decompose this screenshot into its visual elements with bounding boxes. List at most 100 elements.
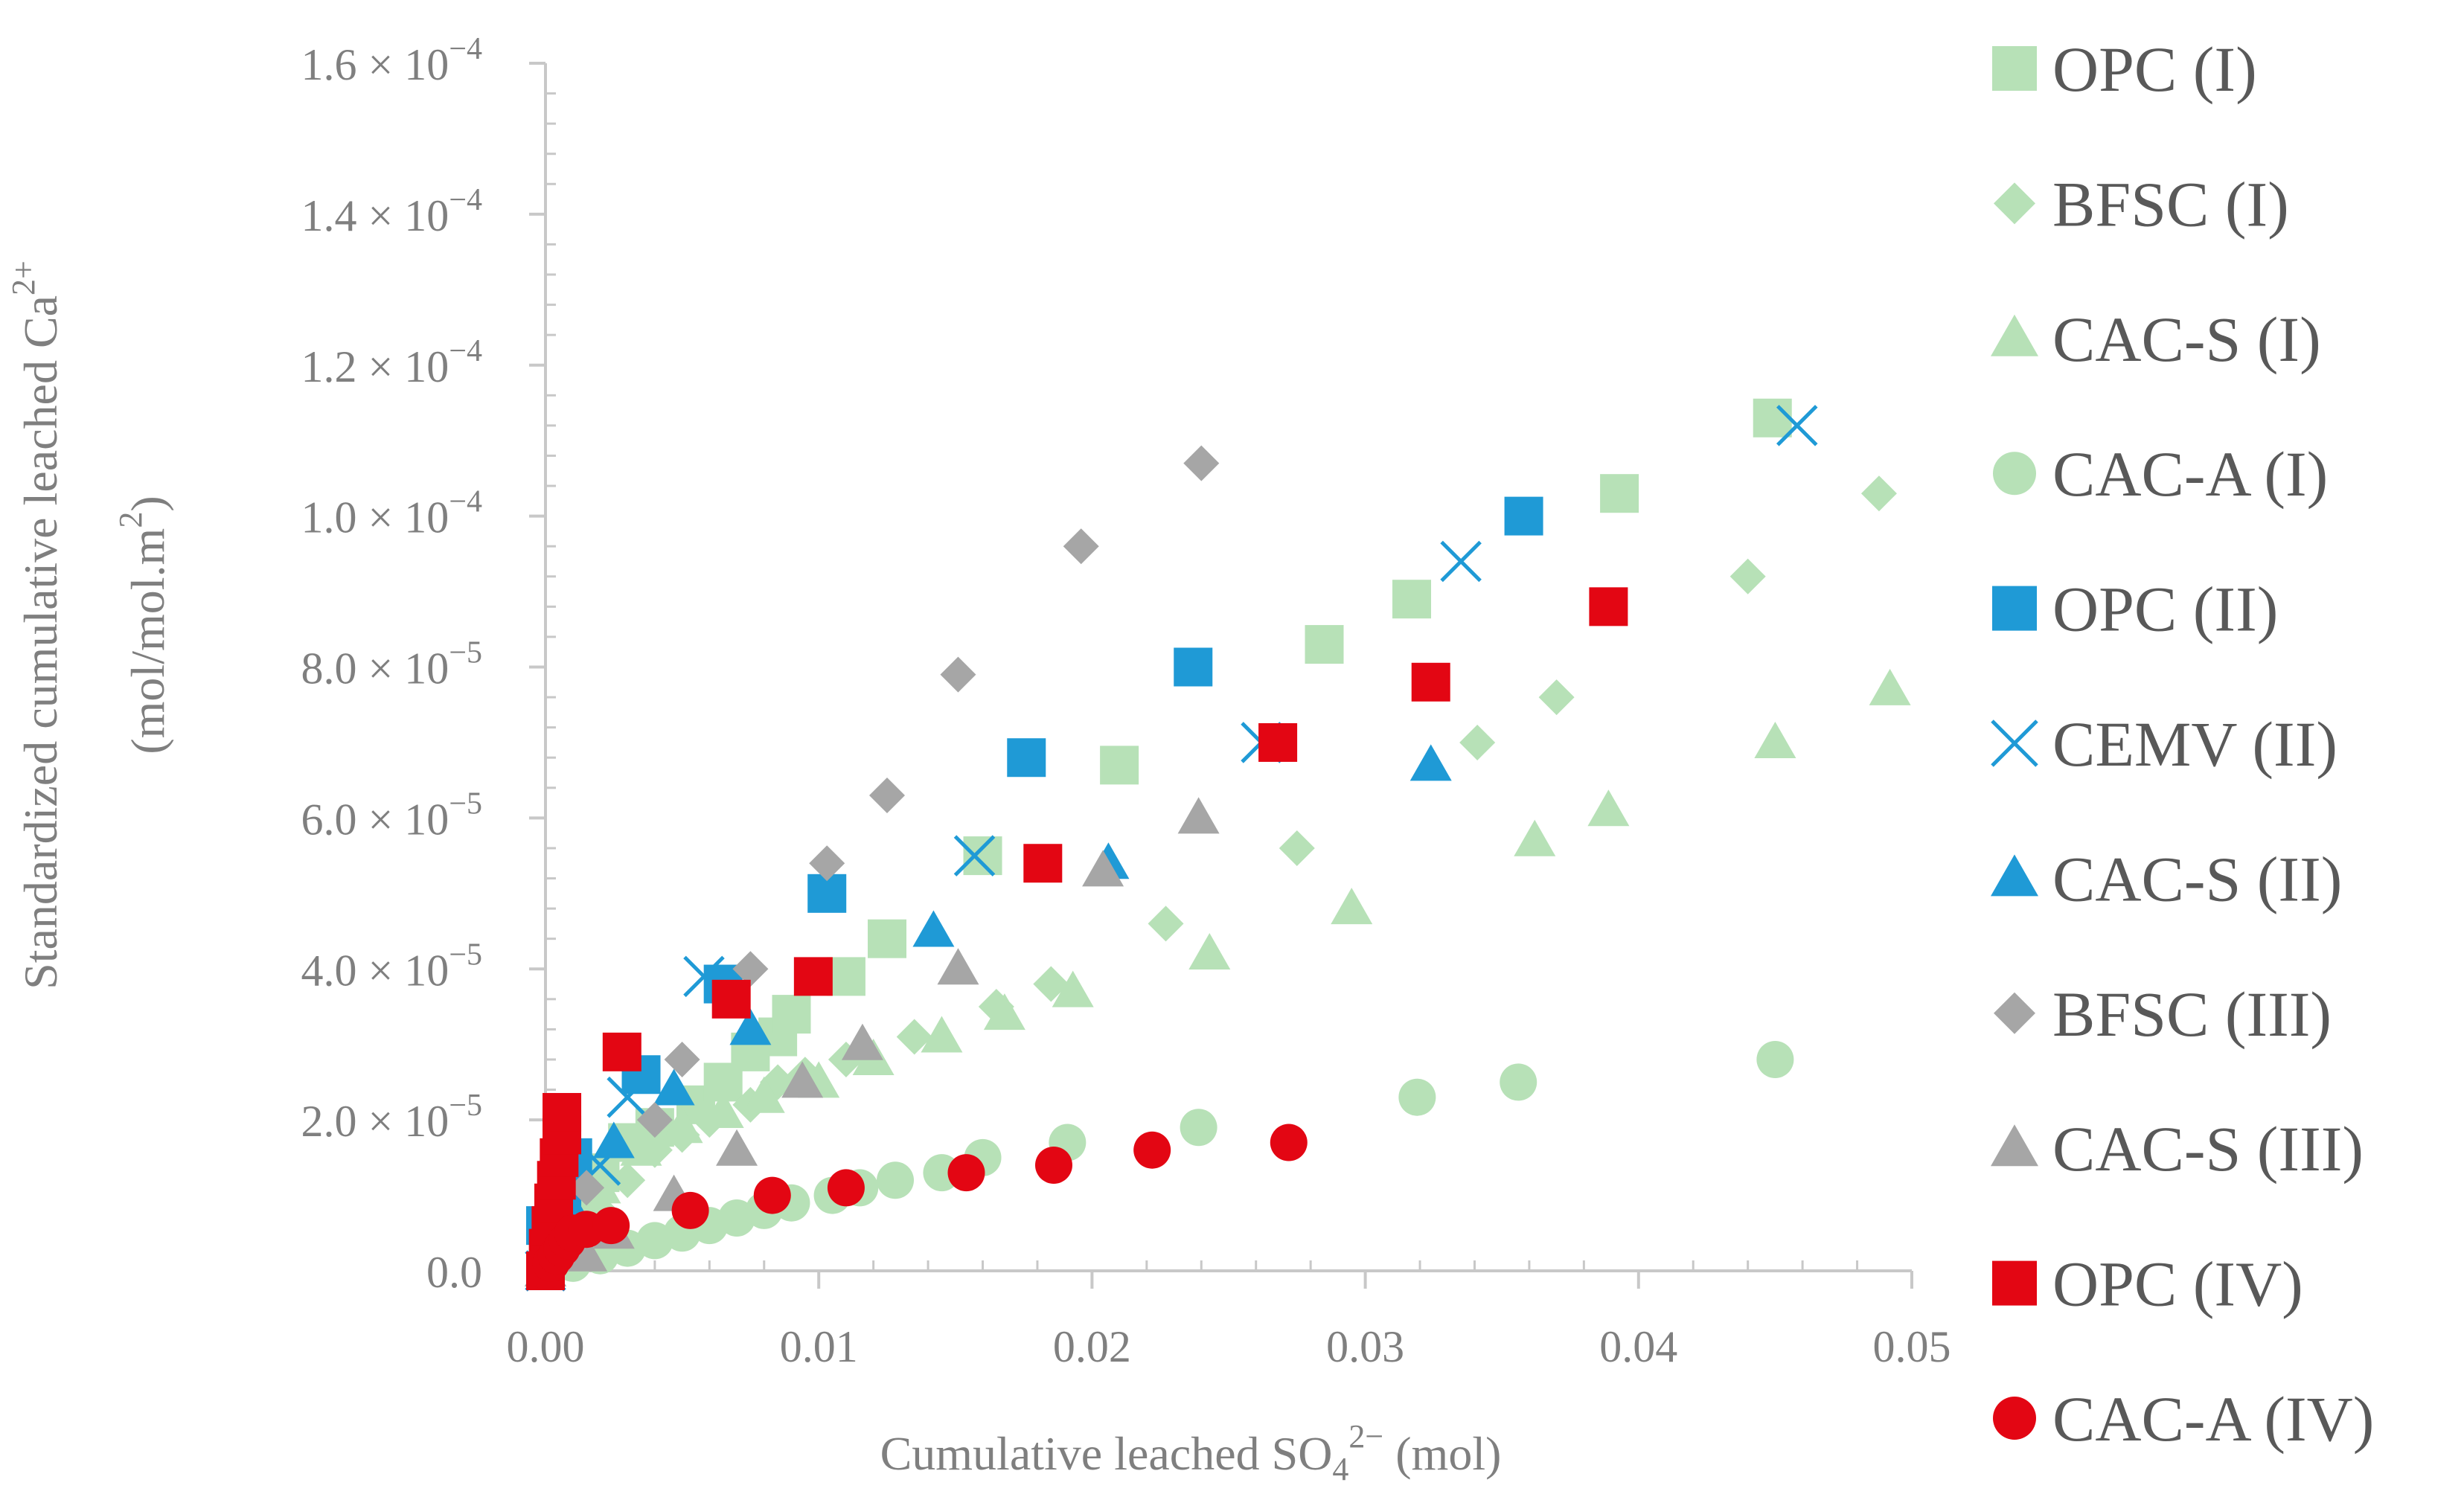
data-point — [1177, 797, 1220, 834]
x-tick-label: 0.04 — [1599, 1322, 1677, 1371]
legend-marker — [1993, 452, 2036, 496]
legend-label: OPC (IV) — [2052, 1249, 2303, 1320]
data-point — [732, 951, 769, 987]
data-point — [1258, 722, 1298, 762]
data-point — [781, 1061, 824, 1098]
legend-marker — [1991, 1124, 2038, 1167]
legend-item: CAC-S (I) — [1991, 304, 2321, 375]
data-point — [1514, 819, 1556, 856]
series-1 — [528, 475, 1897, 1289]
series-7 — [528, 445, 1220, 1289]
data-point — [1587, 789, 1630, 827]
data-point — [664, 1041, 700, 1077]
y-tick-label: 1.2 × 10−4 — [301, 334, 482, 391]
y-tick-label: 0.0 — [426, 1248, 482, 1297]
legend-marker — [1992, 586, 2037, 631]
data-point — [1279, 830, 1315, 866]
data-point — [1538, 679, 1575, 716]
legend-item: BFSC (III) — [1994, 978, 2332, 1050]
legend-item: CAC-S (III) — [1991, 1113, 2364, 1185]
data-point — [1188, 932, 1231, 969]
data-point — [912, 910, 955, 947]
data-point — [1180, 1109, 1217, 1147]
data-point — [826, 957, 865, 996]
data-point — [869, 777, 905, 813]
data-point — [1409, 744, 1452, 781]
data-point — [607, 1076, 648, 1118]
legend-item: CEMV (II) — [1991, 708, 2337, 780]
data-point — [1756, 1040, 1794, 1078]
legend-marker — [1991, 719, 2038, 767]
y-tick-label: 1.6 × 10−4 — [301, 32, 482, 89]
y-tick-label: 1.4 × 10−4 — [301, 183, 482, 240]
data-point — [983, 993, 1025, 1031]
data-point — [609, 1162, 646, 1199]
data-point — [1305, 625, 1344, 664]
legend-marker — [1991, 854, 2038, 897]
data-point — [592, 1207, 630, 1245]
data-point — [963, 836, 1002, 876]
data-point — [896, 1019, 932, 1055]
data-point — [1459, 724, 1496, 760]
data-point — [1034, 1146, 1072, 1184]
legend-label: CAC-S (III) — [2052, 1113, 2364, 1185]
data-point — [636, 1102, 673, 1138]
data-point — [1052, 970, 1094, 1007]
legend-marker — [1994, 182, 2035, 225]
y-axis-title-line1: Standardized cumulative leached Ca2+ — [5, 260, 67, 990]
data-point — [1392, 580, 1432, 619]
legend-label: CAC-S (I) — [2052, 304, 2321, 375]
data-point — [1033, 966, 1069, 1002]
data-points — [525, 398, 1911, 1292]
legend-item: OPC (II) — [1992, 574, 2278, 645]
legend-label: OPC (II) — [2052, 574, 2278, 645]
data-point — [1754, 721, 1796, 758]
data-point — [841, 1023, 883, 1060]
x-axis-title: Cumulative leached SO42− (mol) — [880, 1418, 1502, 1487]
legend-marker — [1992, 46, 2037, 91]
legend-label: CAC-A (IV) — [2052, 1383, 2374, 1455]
data-point — [1500, 1063, 1537, 1101]
series-5 — [525, 405, 1818, 1292]
data-point — [702, 1091, 744, 1128]
x-tick-label: 0.05 — [1873, 1322, 1951, 1371]
data-point — [566, 1234, 608, 1272]
x-tick-label: 0.00 — [507, 1322, 585, 1371]
data-point — [1411, 662, 1450, 702]
y-tick-label: 8.0 × 10−5 — [301, 636, 482, 693]
data-point — [661, 1106, 703, 1144]
tick-labels: 0.0 2.0 × 10−5 4.0 × 10−5 6.0 × 10−5 8.0 × 1… — [301, 32, 1951, 1371]
data-point — [953, 835, 996, 876]
y-tick-label: 1.0 × 10−4 — [301, 485, 482, 542]
legend-marker — [1992, 1260, 2037, 1306]
data-point — [1504, 496, 1543, 536]
data-point — [772, 995, 811, 1034]
data-point — [1174, 647, 1213, 687]
data-point — [1776, 405, 1818, 446]
x-tick-label: 0.03 — [1326, 1322, 1404, 1371]
data-point — [1860, 475, 1897, 512]
legend-marker — [1993, 1397, 2036, 1440]
data-point — [1331, 888, 1373, 925]
y-axis-title-line2: (mol/mol.m2) — [112, 496, 174, 754]
legend-item: BFSC (I) — [1994, 168, 2289, 240]
legend-item: OPC (I) — [1992, 33, 2257, 105]
data-point — [1600, 474, 1639, 513]
x-tick-label: 0.01 — [780, 1322, 858, 1371]
data-point — [1869, 668, 1911, 705]
axes — [529, 62, 1913, 1289]
legend-marker — [1991, 314, 2038, 356]
legend-item: CAC-S (II) — [1991, 843, 2342, 914]
data-point — [1183, 445, 1220, 481]
data-point — [1589, 587, 1628, 626]
data-point — [1148, 906, 1184, 942]
data-point — [827, 1169, 865, 1207]
data-point — [809, 845, 845, 882]
data-point — [543, 1092, 582, 1132]
legend-label: BFSC (III) — [2052, 978, 2332, 1050]
series-9 — [526, 587, 1628, 1290]
legend-marker — [1994, 992, 2035, 1034]
data-point — [1753, 398, 1792, 438]
data-point — [1398, 1078, 1436, 1116]
